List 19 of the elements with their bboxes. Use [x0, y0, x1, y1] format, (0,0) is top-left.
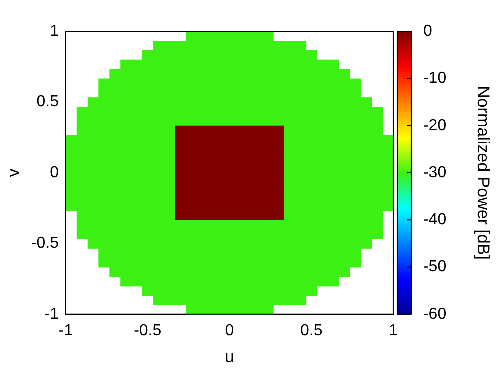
color-bar-label: -30: [423, 164, 447, 182]
y-tick-label: 0: [50, 164, 60, 182]
x-tick-label: -0.5: [134, 322, 162, 340]
color-bar-label: -10: [423, 70, 447, 88]
y-tick-label: -0.5: [31, 235, 60, 252]
y-axis-title: v: [4, 168, 23, 178]
color-bar-label: 0: [423, 23, 432, 40]
color-bar-label: -60: [423, 306, 447, 323]
y-tick-label: -1: [44, 306, 60, 323]
y-tick-label: 0.5: [36, 94, 60, 111]
color-bar-label: -40: [423, 212, 447, 229]
y-tick-label: 1: [50, 23, 60, 40]
x-tick-label: 0: [225, 322, 234, 340]
x-tick-label: 1: [389, 322, 398, 340]
x-tick-label: 0.5: [300, 322, 323, 340]
color-bar-title: Normalized Power [dB]: [474, 86, 494, 260]
x-axis-title: u: [224, 347, 234, 366]
color-bar-label: -50: [423, 258, 447, 276]
color-bar-label: -20: [423, 117, 447, 134]
